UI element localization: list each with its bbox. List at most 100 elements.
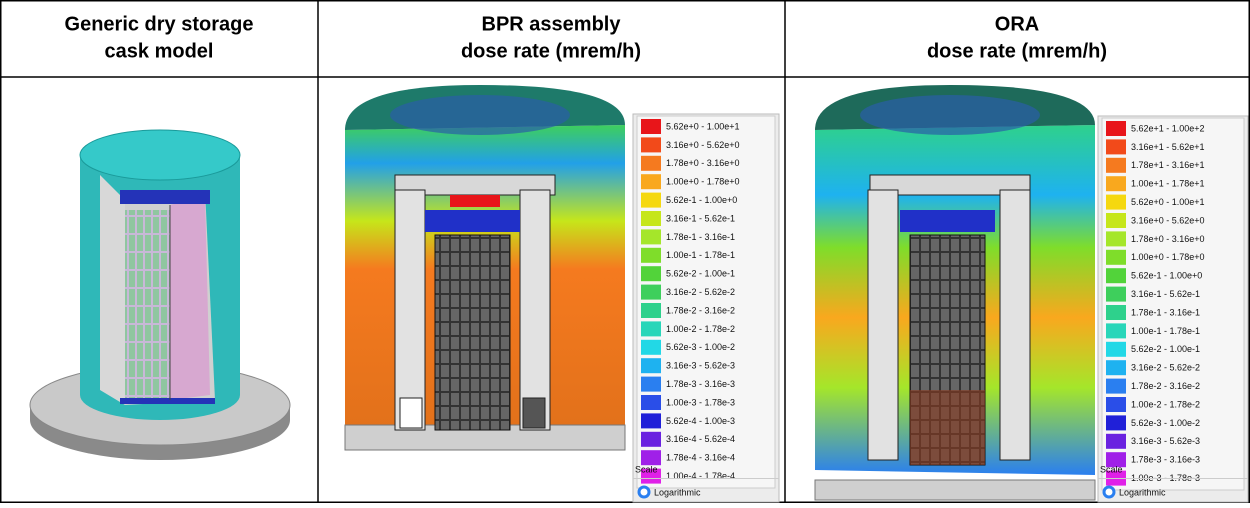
legend-label: 1.00e-4 - 1.78e-4 (666, 471, 735, 481)
legend-label: 5.62e-3 - 1.00e-2 (666, 342, 735, 352)
legend-swatch (1106, 360, 1126, 376)
scale-label: Scale (635, 464, 658, 474)
legend-label: 3.16e-2 - 5.62e-2 (1131, 363, 1200, 373)
legend-swatch (641, 395, 661, 410)
legend-label: 3.16e+0 - 5.62e+0 (666, 140, 740, 150)
legend-label: 3.16e-2 - 5.62e-2 (666, 287, 735, 297)
scale-option: Logarithmic (654, 487, 701, 497)
legend-label: 1.00e+0 - 1.78e+0 (666, 177, 740, 187)
legend-swatch (1106, 176, 1126, 192)
legend-swatch (1106, 452, 1126, 468)
legend-swatch (1106, 433, 1126, 449)
legend-swatch (641, 266, 661, 282)
legend-swatch (641, 468, 661, 484)
legend-swatch (1106, 378, 1126, 394)
legend-label: 1.00e-2 - 1.78e-2 (666, 324, 735, 334)
legend-label: 3.16e-3 - 5.62e-3 (666, 361, 735, 371)
legend-label: 1.00e-3 - 1.78e-3 (666, 397, 735, 407)
legend-label: 5.62e-1 - 1.00e+0 (666, 195, 737, 205)
legend-label: 1.78e-1 - 3.16e-1 (1131, 307, 1200, 317)
legend-label: 1.78e-4 - 3.16e-4 (666, 453, 735, 463)
legend-label: 5.62e-4 - 1.00e-3 (666, 416, 735, 426)
legend-label: 3.16e-3 - 5.62e-3 (1131, 436, 1200, 446)
legend-label: 5.62e-3 - 1.00e-2 (1131, 418, 1200, 428)
legend-swatch (641, 413, 661, 429)
legend-label: 1.00e-2 - 1.78e-2 (1131, 399, 1200, 409)
legend-swatch (641, 321, 661, 337)
legend-swatch (1106, 341, 1126, 357)
legend-swatch (641, 229, 661, 245)
legend-label: 1.78e-3 - 3.16e-3 (1131, 455, 1200, 465)
legend-swatch (1106, 157, 1126, 173)
header: dose rate (mrem/h) (927, 40, 1107, 62)
legend-label: 5.62e+0 - 1.00e+1 (666, 121, 740, 131)
legend-label: 3.16e-1 - 5.62e-1 (666, 213, 735, 223)
header: Generic dry storage (65, 13, 254, 35)
legend-label: 1.00e-1 - 1.78e-1 (1131, 326, 1200, 336)
legend-label: 1.78e-3 - 3.16e-3 (666, 379, 735, 389)
radio-button[interactable] (1102, 485, 1116, 499)
legends: 5.62e+0 - 1.00e+1 3.16e+0 - 5.62e+0 1.78e+… (632, 113, 1249, 503)
scale-option: Logarithmic (1119, 487, 1166, 497)
legend-label: 5.62e+1 - 1.00e+2 (1131, 123, 1205, 133)
legend-swatch (1106, 121, 1126, 136)
legend-swatch (641, 431, 661, 447)
legend-swatch (1106, 249, 1126, 265)
legend-swatch (641, 137, 661, 153)
bpr-dose-image (344, 85, 626, 451)
scale-separator (633, 478, 779, 479)
legend-swatch (1106, 305, 1126, 320)
cask-model-image (29, 129, 291, 460)
header: dose rate (mrem/h) (461, 40, 641, 62)
legend-label: 1.78e-1 - 3.16e-1 (666, 232, 735, 242)
legend-label: 5.62e-1 - 1.00e+0 (1131, 271, 1202, 281)
legend-swatch (641, 376, 661, 392)
legend-label: 1.00e+1 - 1.78e+1 (1131, 179, 1205, 189)
legend-label: 1.78e-2 - 3.16e-2 (1131, 381, 1200, 391)
legend-label: 1.78e+0 - 3.16e+0 (1131, 234, 1205, 244)
legend-swatch (641, 247, 661, 263)
legend-swatch (1106, 286, 1126, 302)
legend-swatch (641, 339, 661, 355)
radio-button[interactable] (637, 485, 651, 499)
legend-swatch (1106, 323, 1126, 339)
legend-swatch (1106, 213, 1126, 228)
legend-swatch (641, 303, 661, 318)
legend-label: 5.62e-2 - 1.00e-1 (1131, 344, 1200, 354)
legend-label: 3.16e+0 - 5.62e+0 (1131, 215, 1205, 225)
legend-label: 1.78e+0 - 3.16e+0 (666, 158, 740, 168)
legend-swatch (641, 192, 661, 208)
legend-label: 1.00e-3 - 1.78e-3 (1131, 473, 1200, 483)
scale-label: Scale (1100, 464, 1123, 474)
scale-separator (1098, 478, 1248, 479)
legend-swatch (641, 155, 661, 171)
legend-swatch (1106, 415, 1126, 431)
legend-swatch (641, 174, 661, 190)
legend-swatch (641, 358, 661, 374)
legend-label: 1.78e-2 - 3.16e-2 (666, 305, 735, 315)
legend-swatch (641, 450, 661, 466)
legend-label: 1.00e-1 - 1.78e-1 (666, 250, 735, 260)
legend-label: 1.78e+1 - 3.16e+1 (1131, 160, 1205, 170)
header: ORA (995, 13, 1039, 35)
legend-swatch (1106, 268, 1126, 284)
legend-label: 3.16e-4 - 5.62e-4 (666, 434, 735, 444)
header: BPR assembly (482, 13, 622, 35)
ora-dose-image (814, 85, 1096, 501)
legend-swatch (1106, 231, 1126, 247)
legend-swatch (1106, 194, 1126, 210)
header: cask model (105, 40, 214, 62)
legend-label: 5.62e-2 - 1.00e-1 (666, 269, 735, 279)
legend-swatch (1106, 139, 1126, 155)
legend-swatch (1106, 397, 1126, 412)
legend-label: 1.00e+0 - 1.78e+0 (1131, 252, 1205, 262)
legend-label: 3.16e+1 - 5.62e+1 (1131, 142, 1205, 152)
legend-label: 5.62e+0 - 1.00e+1 (1131, 197, 1205, 207)
legend-swatch (641, 119, 661, 134)
legend-swatch (641, 211, 661, 226)
legend-label: 3.16e-1 - 5.62e-1 (1131, 289, 1200, 299)
legend-swatch (641, 284, 661, 300)
